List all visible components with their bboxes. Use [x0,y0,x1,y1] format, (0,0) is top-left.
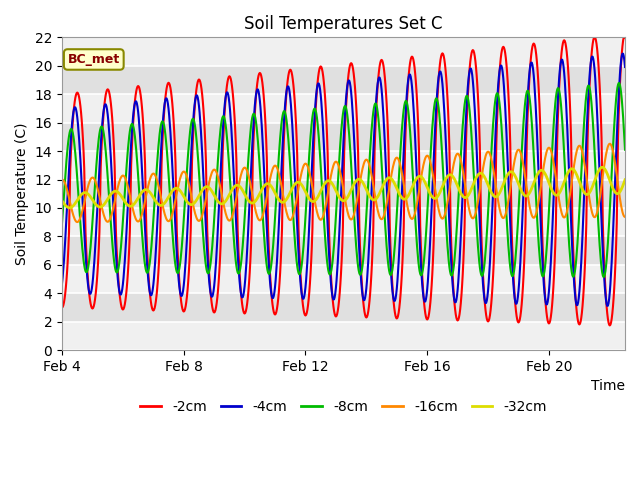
Bar [62,123,625,151]
-8cm [578,159,586,165]
-8cm [615,80,623,86]
Line: -8cm: -8cm [62,83,625,277]
X-axis label: Time: Time [591,380,625,394]
-4cm [58,280,66,286]
-16cm [606,141,614,146]
-4cm [619,51,627,57]
Bar [62,151,625,180]
Bar [62,237,625,265]
-2cm [591,35,598,40]
-2cm [58,305,66,311]
-4cm [474,161,481,167]
-16cm [446,183,454,189]
-32cm [539,168,547,173]
-4cm [211,283,218,288]
-2cm [621,35,629,40]
Y-axis label: Soil Temperature (C): Soil Temperature (C) [15,122,29,265]
-16cm [74,219,81,225]
-8cm [211,216,218,222]
Legend: -2cm, -4cm, -8cm, -16cm, -32cm: -2cm, -4cm, -8cm, -16cm, -32cm [134,395,552,420]
-16cm [539,171,547,177]
-4cm [621,64,629,70]
Bar [62,94,625,123]
-32cm [446,172,454,178]
Title: Soil Temperatures Set C: Soil Temperatures Set C [244,15,443,33]
-32cm [474,172,482,178]
Line: -16cm: -16cm [62,144,625,222]
-32cm [58,198,66,204]
-4cm [538,249,546,255]
-2cm [474,82,481,87]
-16cm [455,152,463,157]
Bar [62,66,625,94]
Bar [62,37,625,66]
-8cm [621,147,629,153]
-16cm [474,199,482,204]
-32cm [579,187,586,192]
-4cm [578,246,586,252]
-32cm [455,186,463,192]
-2cm [454,317,462,323]
-2cm [445,144,453,150]
Text: BC_met: BC_met [68,53,120,66]
-8cm [454,200,462,205]
Bar [62,293,625,322]
-2cm [211,310,218,315]
-2cm [538,221,546,227]
-8cm [600,274,607,280]
Line: -32cm: -32cm [62,167,625,208]
Bar [62,180,625,208]
-8cm [445,264,453,270]
Bar [62,208,625,237]
-16cm [211,167,219,173]
Line: -2cm: -2cm [62,37,625,325]
Bar [62,265,625,293]
-16cm [58,177,66,182]
-16cm [621,214,629,220]
Line: -4cm: -4cm [62,54,625,306]
-32cm [598,164,606,170]
-32cm [66,205,74,211]
-32cm [621,177,629,183]
-2cm [578,310,586,315]
Bar [62,322,625,350]
-2cm [606,323,614,328]
-8cm [58,220,66,226]
-32cm [211,193,219,199]
-8cm [538,272,546,278]
-4cm [604,303,611,309]
-8cm [474,234,481,240]
-16cm [579,150,586,156]
-4cm [445,222,453,228]
-4cm [454,279,462,285]
